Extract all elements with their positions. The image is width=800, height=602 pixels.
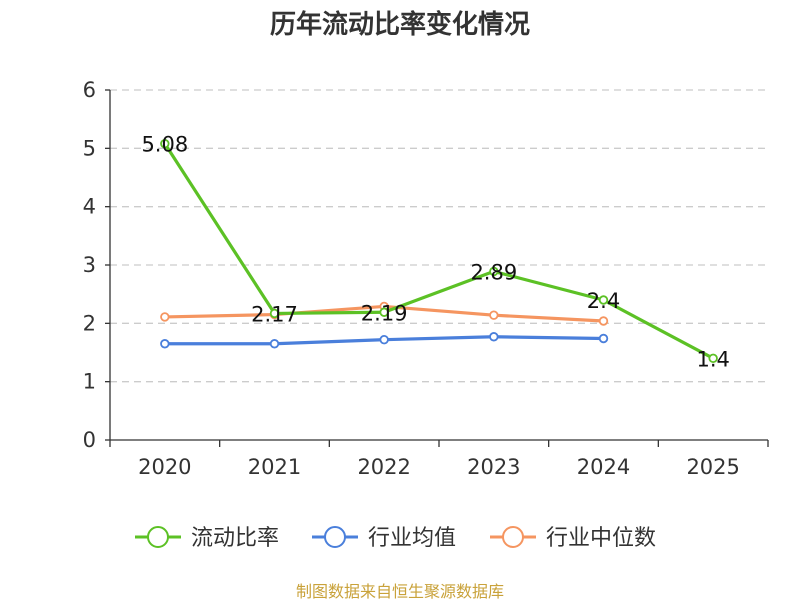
x-tick-label: 2024	[577, 455, 630, 479]
data-point	[708, 353, 718, 364]
legend-label: 行业均值	[368, 526, 456, 551]
legend-marker	[502, 526, 524, 548]
y-tick-label: 1	[83, 370, 96, 394]
x-tick-label: 2022	[357, 455, 410, 479]
chart-title: 历年流动比率变化情况	[269, 10, 530, 40]
source-note: 制图数据来自恒生聚源数据库	[295, 582, 504, 601]
data-point	[269, 308, 280, 319]
data-label: 5.08	[141, 133, 188, 157]
data-label: 2.17	[251, 302, 298, 326]
data-label: 1.4	[696, 347, 729, 371]
x-tick-label: 2023	[467, 455, 520, 479]
x-tick-label: 2020	[138, 455, 191, 479]
data-point	[598, 333, 609, 344]
x-tick-label: 2025	[686, 455, 739, 479]
data-point	[379, 334, 389, 345]
data-point	[160, 138, 170, 149]
data-point	[598, 316, 609, 326]
data-point	[598, 295, 609, 305]
data-point	[489, 310, 499, 320]
y-tick-label: 5	[83, 136, 96, 160]
y-tick-label: 2	[83, 311, 96, 335]
y-tick-label: 6	[83, 78, 96, 102]
legend-marker	[324, 526, 346, 548]
y-tick-label: 3	[83, 253, 96, 277]
series-line	[163, 142, 714, 360]
x-tick-label: 2021	[248, 455, 301, 479]
data-label: 2.89	[470, 260, 517, 284]
data-point	[160, 339, 170, 349]
data-point	[269, 339, 280, 349]
data-point	[489, 266, 499, 277]
legend-label: 流动比率	[191, 526, 279, 551]
data-point	[489, 332, 499, 342]
y-tick-label: 0	[83, 428, 96, 452]
legend-label: 行业中位数	[546, 526, 656, 551]
data-label: 2.4	[587, 289, 620, 313]
data-label: 2.19	[361, 301, 408, 325]
data-point	[379, 307, 389, 317]
y-tick-label: 4	[83, 195, 96, 219]
data-point	[160, 312, 170, 322]
legend-marker	[147, 526, 169, 548]
